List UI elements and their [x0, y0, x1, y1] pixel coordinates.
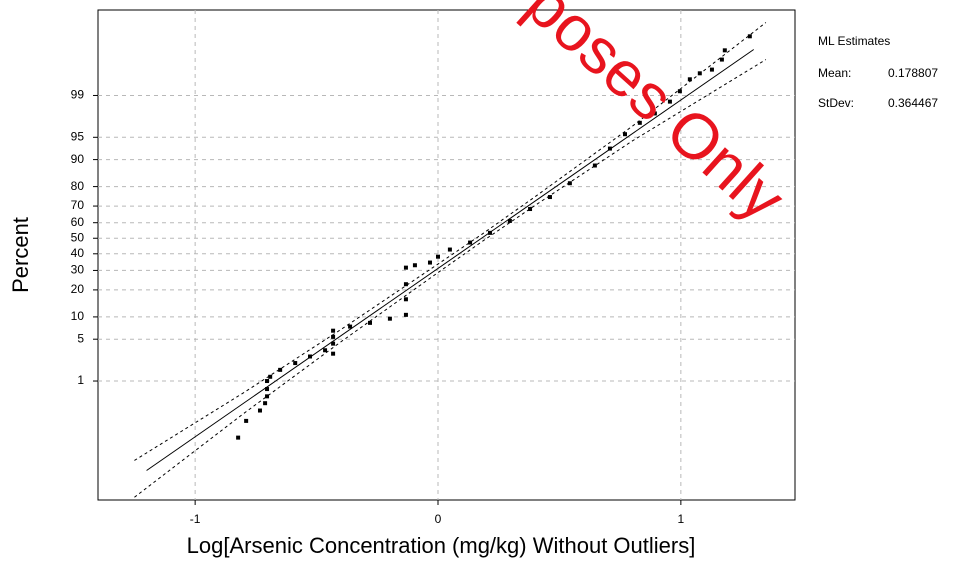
- y-tick-label: 20: [71, 282, 85, 296]
- data-point: [331, 334, 336, 339]
- data-point: [278, 367, 283, 372]
- y-tick-label: 99: [71, 88, 85, 102]
- y-tick-label: 10: [71, 309, 85, 323]
- data-point: [293, 361, 298, 366]
- data-point: [623, 132, 627, 137]
- data-point: [719, 57, 724, 62]
- data-point: [265, 394, 270, 399]
- data-point: [528, 207, 533, 212]
- data-point: [403, 312, 408, 317]
- data-point: [257, 408, 262, 413]
- data-point: [308, 354, 313, 359]
- data-point: [427, 260, 432, 265]
- estimate-value: 0.178807: [888, 66, 938, 80]
- data-point: [331, 351, 336, 356]
- y-tick-label: 5: [77, 331, 84, 345]
- data-point: [667, 99, 672, 104]
- y-tick-label: 50: [71, 230, 85, 244]
- y-tick-label: 60: [71, 215, 85, 229]
- estimate-value: 0.364467: [888, 96, 938, 110]
- data-point: [436, 254, 440, 259]
- y-tick-label: 95: [71, 129, 85, 143]
- data-point: [403, 282, 408, 287]
- data-point: [265, 379, 270, 384]
- x-tick-label: -1: [190, 512, 201, 526]
- data-point: [403, 265, 408, 270]
- estimate-label: Mean:: [818, 66, 851, 80]
- data-point: [709, 67, 714, 72]
- data-point: [677, 89, 682, 94]
- x-axis-label: Log[Arsenic Concentration (mg/kg) Withou…: [187, 533, 696, 558]
- estimates-title: ML Estimates: [818, 34, 890, 48]
- data-point: [263, 401, 268, 406]
- data-point: [387, 316, 392, 321]
- data-point: [236, 435, 241, 440]
- data-point: [468, 240, 473, 245]
- data-point: [368, 320, 372, 325]
- data-point: [331, 341, 336, 346]
- x-tick-label: 0: [435, 512, 442, 526]
- x-tick-label: 1: [678, 512, 685, 526]
- data-point: [687, 77, 692, 82]
- estimate-label: StDev:: [818, 96, 854, 110]
- data-point: [637, 120, 642, 125]
- data-point: [697, 71, 702, 76]
- data-point: [331, 328, 336, 333]
- data-point: [567, 181, 572, 186]
- data-point: [652, 111, 657, 116]
- y-tick-label: 90: [71, 152, 85, 166]
- data-point: [403, 297, 408, 302]
- data-point: [747, 34, 752, 39]
- data-point: [323, 348, 328, 353]
- data-point: [265, 387, 270, 392]
- y-tick-label: 40: [71, 246, 85, 260]
- data-point: [722, 48, 727, 53]
- data-point: [507, 218, 512, 223]
- data-point: [412, 263, 417, 268]
- data-point: [607, 146, 612, 151]
- data-point: [592, 163, 597, 168]
- data-point: [348, 324, 353, 329]
- fit-line: [146, 49, 754, 471]
- confidence-band: [134, 59, 767, 498]
- data-point: [547, 195, 552, 200]
- data-point: [268, 374, 273, 379]
- y-tick-label: 80: [71, 179, 85, 193]
- data-point: [487, 230, 492, 235]
- y-tick-label: 70: [71, 198, 85, 212]
- y-axis-label: Percent: [8, 217, 33, 293]
- data-point: [447, 247, 452, 252]
- y-tick-label: 30: [71, 263, 85, 277]
- y-tick-label: 1: [77, 373, 84, 387]
- data-point: [244, 418, 249, 423]
